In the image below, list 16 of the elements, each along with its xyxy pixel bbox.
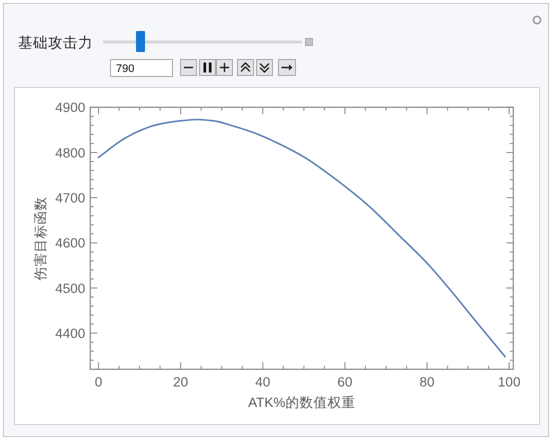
y-tick-label: 4800	[55, 145, 86, 160]
y-tick-label: 4500	[55, 280, 86, 296]
y-axis-title: 伤害目标函数	[33, 196, 48, 280]
value-text: 790	[116, 63, 134, 75]
x-tick-label: 20	[173, 374, 188, 390]
x-tick-label: 100	[498, 374, 520, 390]
x-axis-title: ATK%的数值权重	[248, 395, 356, 410]
y-tick-label: 4700	[55, 190, 86, 206]
slider-label: 基础攻击力	[18, 36, 93, 52]
x-tick-label: 40	[255, 374, 270, 390]
x-tick-label: 80	[420, 374, 435, 390]
y-tick-label: 4400	[55, 326, 86, 341]
y-tick-label: 4900	[55, 100, 86, 116]
x-tick-label: 0	[94, 374, 102, 390]
y-tick-label: 4600	[55, 236, 86, 251]
x-tick-label: 60	[337, 374, 352, 390]
